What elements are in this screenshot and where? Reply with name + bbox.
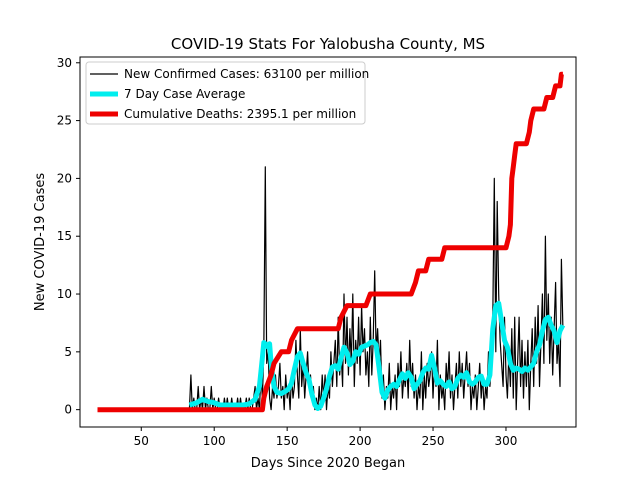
plot-area xyxy=(97,71,566,413)
x-tick-label: 200 xyxy=(349,434,372,448)
x-axis-label: Days Since 2020 Began xyxy=(251,456,406,471)
y-tick-label: 5 xyxy=(64,345,72,359)
y-tick-label: 20 xyxy=(57,171,72,185)
x-tick-label: 100 xyxy=(203,434,226,448)
x-tick-label: 250 xyxy=(422,434,445,448)
legend-box xyxy=(85,61,366,125)
y-tick-label: 10 xyxy=(57,287,72,301)
series-line-2 xyxy=(97,71,564,413)
y-tick-label: 25 xyxy=(57,114,72,128)
x-tick-label: 50 xyxy=(134,434,149,448)
y-tick-label: 0 xyxy=(64,403,72,417)
y-axis-label: New COVID-19 Cases xyxy=(33,173,48,311)
chart-title: COVID-19 Stats For Yalobusha County, MS xyxy=(171,35,485,53)
x-axis-ticks: 50 100 150 200 250 300 xyxy=(134,427,518,448)
axes-frame xyxy=(79,56,577,428)
y-tick-label: 30 xyxy=(57,56,72,70)
legend-label-2: Cumulative Deaths: 2395.1 per million xyxy=(124,107,356,121)
legend-label-1: 7 Day Case Average xyxy=(124,87,245,101)
legend: New Confirmed Cases: 63100 per million 7 … xyxy=(85,61,369,125)
legend-label-0: New Confirmed Cases: 63100 per million xyxy=(124,67,369,81)
y-axis-ticks: 0 5 10 15 20 25 30 xyxy=(57,56,80,417)
x-tick-label: 300 xyxy=(495,434,518,448)
x-tick-label: 150 xyxy=(276,434,299,448)
y-tick-label: 15 xyxy=(57,229,72,243)
series-line-1 xyxy=(188,300,566,411)
